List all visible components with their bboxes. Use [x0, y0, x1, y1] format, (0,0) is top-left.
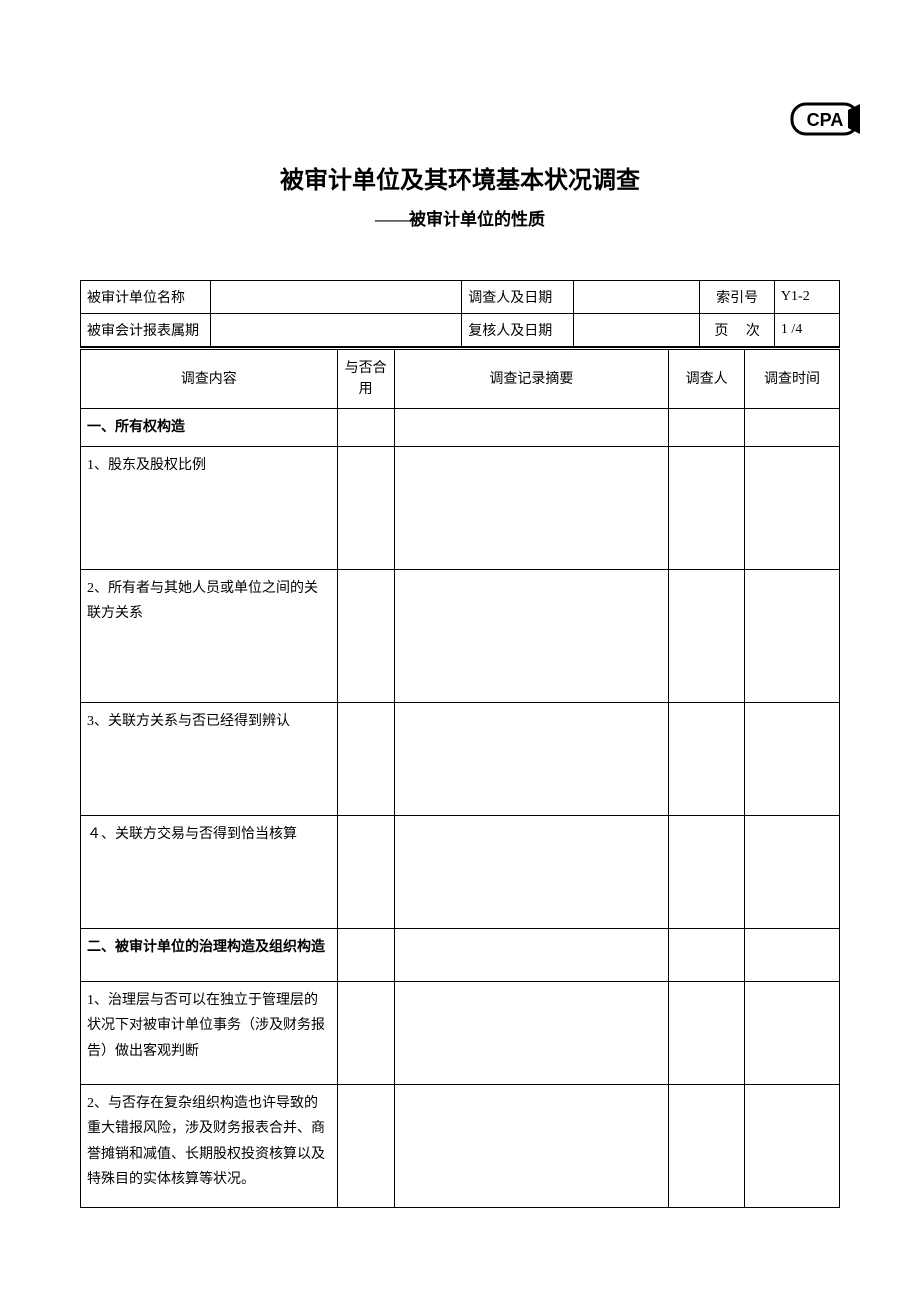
index-label: 索引号 — [700, 281, 775, 314]
apply-cell — [337, 447, 394, 570]
summary-cell — [394, 447, 669, 570]
header-row-2: 被审会计报表属期 复核人及日期 页 次 1 /4 — [81, 314, 840, 347]
content-cell: 3、关联方关系与否已经得到辨认 — [81, 703, 338, 816]
main-table: 调查内容 与否合用 调查记录摘要 调查人 调查时间 一、所有权构造1、股东及股权… — [80, 347, 840, 1208]
time-cell — [745, 929, 840, 982]
report-period-value — [210, 314, 462, 347]
time-cell — [745, 570, 840, 703]
apply-cell — [337, 409, 394, 447]
apply-cell — [337, 982, 394, 1085]
content-cell: 二、被审计单位的治理构造及组织构造 — [81, 929, 338, 982]
person-cell — [669, 929, 745, 982]
summary-cell — [394, 570, 669, 703]
content-cell: 2、与否存在复杂组织构造也许导致的重大错报风险，涉及财务报表合并、商誉摊销和减值… — [81, 1085, 338, 1208]
content-cell: ４、关联方交易与否得到恰当核算 — [81, 816, 338, 929]
col-content-header: 调查内容 — [81, 349, 338, 409]
summary-cell — [394, 982, 669, 1085]
summary-cell — [394, 703, 669, 816]
column-header-row: 调查内容 与否合用 调查记录摘要 调查人 调查时间 — [81, 349, 840, 409]
content-cell: 一、所有权构造 — [81, 409, 338, 447]
summary-cell — [394, 1085, 669, 1208]
person-cell — [669, 409, 745, 447]
logo-text: CPA — [807, 110, 844, 130]
summary-cell — [394, 929, 669, 982]
index-value: Y1-2 — [774, 281, 839, 314]
time-cell — [745, 703, 840, 816]
apply-cell — [337, 570, 394, 703]
col-apply-header: 与否合用 — [337, 349, 394, 409]
report-period-label: 被审会计报表属期 — [81, 314, 211, 347]
time-cell — [745, 447, 840, 570]
investigator-date-label: 调查人及日期 — [462, 281, 574, 314]
apply-cell — [337, 703, 394, 816]
header-row-1: 被审计单位名称 调查人及日期 索引号 Y1-2 — [81, 281, 840, 314]
table-row: 3、关联方关系与否已经得到辨认 — [81, 703, 840, 816]
time-cell — [745, 816, 840, 929]
page-subtitle: ——被审计单位的性质 — [80, 205, 840, 230]
table-body: 一、所有权构造1、股东及股权比例2、所有者与其她人员或单位之间的关联方关系3、关… — [81, 409, 840, 1208]
page-title: 被审计单位及其环境基本状况调查 — [80, 160, 840, 195]
content-cell: 1、股东及股权比例 — [81, 447, 338, 570]
page-label: 页 次 — [700, 314, 775, 347]
person-cell — [669, 570, 745, 703]
apply-cell — [337, 929, 394, 982]
table-row: ４、关联方交易与否得到恰当核算 — [81, 816, 840, 929]
investigator-date-value — [574, 281, 700, 314]
person-cell — [669, 816, 745, 929]
table-row: 2、所有者与其她人员或单位之间的关联方关系 — [81, 570, 840, 703]
header-table: 被审计单位名称 调查人及日期 索引号 Y1-2 被审会计报表属期 复核人及日期 … — [80, 280, 840, 347]
unit-name-value — [210, 281, 462, 314]
person-cell — [669, 1085, 745, 1208]
cpa-logo: CPA — [790, 100, 860, 140]
col-person-header: 调查人 — [669, 349, 745, 409]
col-time-header: 调查时间 — [745, 349, 840, 409]
table-row: 一、所有权构造 — [81, 409, 840, 447]
table-row: 2、与否存在复杂组织构造也许导致的重大错报风险，涉及财务报表合并、商誉摊销和减值… — [81, 1085, 840, 1208]
apply-cell — [337, 816, 394, 929]
person-cell — [669, 447, 745, 570]
summary-cell — [394, 409, 669, 447]
content-cell: 1、治理层与否可以在独立于管理层的状况下对被审计单位事务（涉及财务报告）做出客观… — [81, 982, 338, 1085]
page-value: 1 /4 — [774, 314, 839, 347]
time-cell — [745, 1085, 840, 1208]
page-container: CPA 被审计单位及其环境基本状况调查 ——被审计单位的性质 被审计单位名称 调… — [0, 0, 920, 1248]
content-cell: 2、所有者与其她人员或单位之间的关联方关系 — [81, 570, 338, 703]
apply-cell — [337, 1085, 394, 1208]
table-row: 1、股东及股权比例 — [81, 447, 840, 570]
summary-cell — [394, 816, 669, 929]
table-row: 1、治理层与否可以在独立于管理层的状况下对被审计单位事务（涉及财务报告）做出客观… — [81, 982, 840, 1085]
time-cell — [745, 409, 840, 447]
reviewer-date-label: 复核人及日期 — [462, 314, 574, 347]
time-cell — [745, 982, 840, 1085]
reviewer-date-value — [574, 314, 700, 347]
logo-svg: CPA — [790, 100, 860, 140]
col-summary-header: 调查记录摘要 — [394, 349, 669, 409]
person-cell — [669, 982, 745, 1085]
unit-name-label: 被审计单位名称 — [81, 281, 211, 314]
table-row: 二、被审计单位的治理构造及组织构造 — [81, 929, 840, 982]
person-cell — [669, 703, 745, 816]
